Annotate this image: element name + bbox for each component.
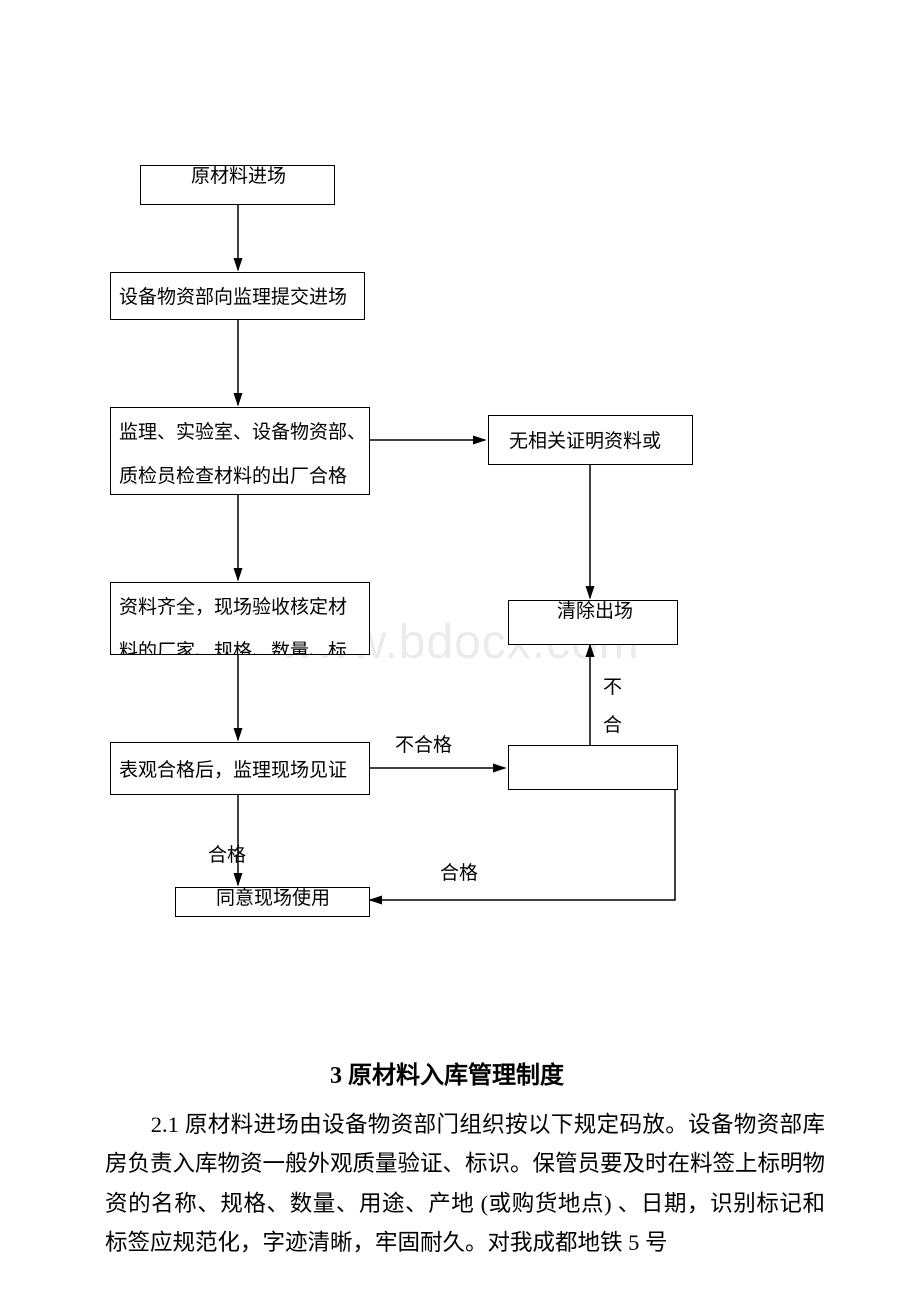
node-text-line1: 资料齐全，现场验收核定材 bbox=[119, 594, 347, 623]
label-pass-1: 合格 bbox=[208, 840, 246, 867]
node-text-line2: 质检员检查材料的出厂合格 bbox=[119, 463, 347, 492]
node-check-factory-cert: 监理、实验室、设备物资部、 质检员检查材料的出厂合格 bbox=[110, 407, 370, 495]
node-no-cert: 无相关证明资料或 bbox=[488, 415, 693, 465]
node-text: 无相关证明资料或 bbox=[509, 428, 661, 457]
node-text: 设备物资部向监理提交进场 bbox=[119, 284, 347, 313]
flowchart: www.bdocx.com bbox=[110, 160, 810, 940]
node-text: 原材料进场 bbox=[191, 165, 286, 192]
node-text: 清除出场 bbox=[557, 600, 633, 627]
label-fail-1: 不合格 bbox=[395, 730, 452, 757]
node-text-line1: 监理、实验室、设备物资部、 bbox=[119, 419, 366, 448]
node-text-line2: 料的厂家、规格、数量、标 bbox=[119, 638, 347, 655]
label-fail-2a: 不 bbox=[603, 672, 622, 699]
node-raw-material-in: 原材料进场 bbox=[140, 165, 335, 205]
node-approve-use: 同意现场使用 bbox=[175, 887, 370, 917]
body-paragraph: 2.1 原材料进场由设备物资部门组织按以下规定码放。设备物资部库房负责入库物资一… bbox=[105, 1105, 825, 1263]
node-text: 表观合格后，监理现场见证 bbox=[119, 757, 347, 786]
node-text: 同意现场使用 bbox=[216, 887, 330, 914]
section-heading: 3 原材料入库管理制度 bbox=[330, 1055, 564, 1090]
node-witness-sampling: 表观合格后，监理现场见证 bbox=[110, 742, 370, 795]
label-pass-2: 合格 bbox=[440, 858, 478, 885]
node-remove-site: 清除出场 bbox=[508, 600, 678, 645]
node-onsite-verify: 资料齐全，现场验收核定材 料的厂家、规格、数量、标 bbox=[110, 582, 370, 655]
label-fail-2b: 合 bbox=[603, 710, 622, 737]
node-submit-supervisor: 设备物资部向监理提交进场 bbox=[110, 272, 365, 320]
node-retest bbox=[508, 745, 678, 790]
